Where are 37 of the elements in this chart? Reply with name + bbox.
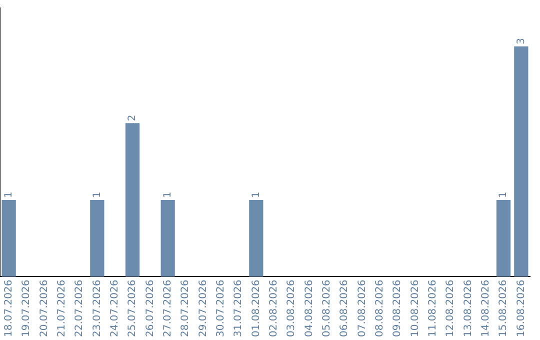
x-tick-label: 04.08.2026 bbox=[304, 280, 315, 338]
x-tick-label: 06.08.2026 bbox=[339, 280, 350, 338]
x-tick-label: 11.08.2026 bbox=[427, 280, 438, 338]
x-tick-label: 22.07.2026 bbox=[74, 280, 86, 338]
x-tick-label: 08.08.2026 bbox=[374, 280, 386, 338]
data-label: 1 bbox=[162, 192, 174, 198]
x-tick-label: 26.07.2026 bbox=[144, 280, 156, 338]
x-tick-label: 07.08.2026 bbox=[356, 280, 368, 338]
data-label: 1 bbox=[250, 192, 262, 198]
x-tick-label: 28.07.2026 bbox=[180, 280, 192, 338]
x-tick-label: 10.08.2026 bbox=[410, 280, 421, 338]
data-label: 1 bbox=[3, 192, 14, 198]
x-tick-label: 31.07.2026 bbox=[233, 280, 244, 338]
x-tick-label: 12.08.2026 bbox=[445, 280, 456, 338]
data-label: 1 bbox=[498, 192, 510, 198]
x-tick-label: 23.07.2026 bbox=[92, 280, 103, 338]
data-label: 3 bbox=[516, 38, 527, 44]
x-tick-label: 05.08.2026 bbox=[321, 280, 332, 338]
x-tick-label: 13.08.2026 bbox=[462, 280, 474, 338]
x-tick-label: 03.08.2026 bbox=[286, 280, 298, 338]
x-tick-label: 27.07.2026 bbox=[162, 280, 174, 338]
data-label: 2 bbox=[127, 114, 138, 122]
x-tick-label: 20.07.2026 bbox=[38, 280, 50, 338]
x-tick-label: 02.08.2026 bbox=[268, 280, 280, 338]
x-tick-label: 29.07.2026 bbox=[198, 280, 209, 338]
x-tick-label: 09.08.2026 bbox=[392, 280, 404, 338]
x-tick-label: 14.08.2026 bbox=[480, 280, 492, 338]
x-tick-label: 19.07.2026 bbox=[21, 280, 32, 338]
x-tick-label: 21.07.2026 bbox=[56, 280, 68, 338]
x-tick-label: 25.07.2026 bbox=[127, 280, 138, 338]
x-tick-label: 01.08.2026 bbox=[250, 280, 262, 338]
x-tick-label: 16.08.2026 bbox=[516, 280, 527, 338]
data-label: 1 bbox=[92, 192, 103, 198]
x-tick-label: 30.07.2026 bbox=[215, 280, 226, 338]
x-tick-label: 24.07.2026 bbox=[109, 280, 120, 338]
x-tick-label: 18.07.2026 bbox=[3, 280, 14, 338]
x-tick-label: 15.08.2026 bbox=[498, 280, 510, 338]
